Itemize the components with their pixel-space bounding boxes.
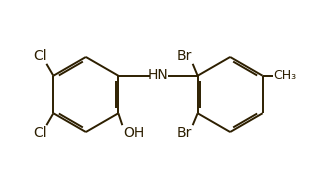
Text: Cl: Cl: [33, 49, 46, 63]
Text: HN: HN: [148, 68, 168, 82]
Text: Cl: Cl: [33, 126, 46, 140]
Text: OH: OH: [123, 126, 144, 140]
Text: Br: Br: [176, 126, 192, 140]
Text: CH₃: CH₃: [274, 69, 297, 82]
Text: Br: Br: [176, 49, 192, 63]
